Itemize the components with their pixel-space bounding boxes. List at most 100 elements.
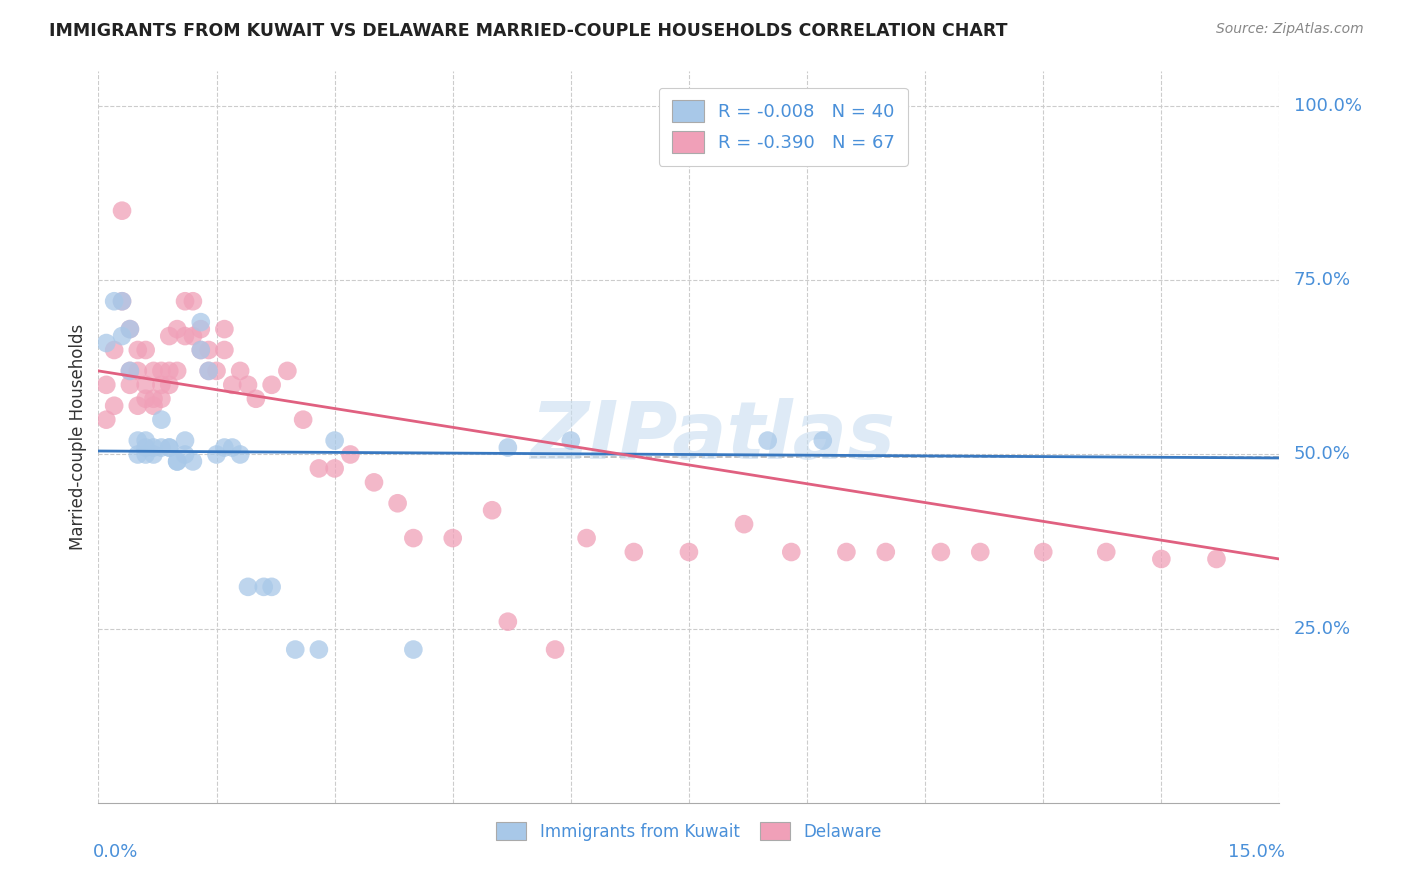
Point: [197, 364, 219, 378]
Point: [96, 377, 118, 392]
Point: [157, 364, 180, 378]
Point: [308, 642, 330, 657]
Point: [929, 545, 952, 559]
Point: [221, 441, 243, 455]
Point: [150, 392, 173, 406]
Point: [111, 294, 134, 309]
Point: [174, 448, 197, 462]
Text: 15.0%: 15.0%: [1229, 843, 1285, 861]
Point: [214, 441, 236, 455]
Text: 25.0%: 25.0%: [1294, 620, 1351, 638]
Point: [174, 294, 197, 309]
Point: [142, 364, 165, 378]
Point: [544, 642, 567, 657]
Point: [481, 503, 503, 517]
Point: [111, 329, 134, 343]
Point: [181, 294, 204, 309]
Point: [363, 475, 385, 490]
Point: [733, 517, 755, 532]
Point: [205, 448, 228, 462]
Point: [875, 545, 897, 559]
Point: [127, 448, 149, 462]
Point: [835, 545, 858, 559]
Text: 50.0%: 50.0%: [1294, 445, 1351, 464]
Point: [205, 364, 228, 378]
Point: [229, 448, 252, 462]
Point: [678, 545, 700, 559]
Point: [142, 448, 165, 462]
Point: [142, 441, 165, 455]
Point: [157, 441, 180, 455]
Point: [166, 454, 188, 468]
Point: [245, 392, 267, 406]
Point: [292, 412, 315, 426]
Point: [127, 364, 149, 378]
Point: [135, 377, 157, 392]
Point: [236, 377, 259, 392]
Point: [190, 322, 212, 336]
Point: [96, 336, 118, 351]
Point: [118, 364, 141, 378]
Point: [575, 531, 598, 545]
Point: [174, 329, 197, 343]
Point: [402, 531, 425, 545]
Point: [118, 322, 141, 336]
Point: [969, 545, 991, 559]
Point: [150, 412, 173, 426]
Point: [190, 343, 212, 357]
Point: [496, 615, 519, 629]
Point: [1150, 552, 1173, 566]
Point: [623, 545, 645, 559]
Point: [181, 329, 204, 343]
Point: [111, 294, 134, 309]
Point: [96, 412, 118, 426]
Point: [135, 448, 157, 462]
Point: [157, 329, 180, 343]
Point: [221, 377, 243, 392]
Point: [135, 392, 157, 406]
Point: [236, 580, 259, 594]
Point: [127, 399, 149, 413]
Point: [157, 377, 180, 392]
Point: [276, 364, 298, 378]
Point: [118, 377, 141, 392]
Point: [135, 441, 157, 455]
Text: 75.0%: 75.0%: [1294, 271, 1351, 289]
Point: [150, 377, 173, 392]
Point: [1205, 552, 1227, 566]
Point: [811, 434, 834, 448]
Point: [190, 315, 212, 329]
Point: [387, 496, 409, 510]
Point: [756, 434, 779, 448]
Point: [284, 642, 307, 657]
Point: [197, 343, 219, 357]
Text: 100.0%: 100.0%: [1294, 97, 1361, 115]
Point: [181, 454, 204, 468]
Point: [260, 377, 283, 392]
Point: [135, 434, 157, 448]
Point: [150, 441, 173, 455]
Point: [118, 364, 141, 378]
Text: IMMIGRANTS FROM KUWAIT VS DELAWARE MARRIED-COUPLE HOUSEHOLDS CORRELATION CHART: IMMIGRANTS FROM KUWAIT VS DELAWARE MARRI…: [49, 22, 1008, 40]
Point: [166, 322, 188, 336]
Text: Source: ZipAtlas.com: Source: ZipAtlas.com: [1216, 22, 1364, 37]
Point: [496, 441, 519, 455]
Point: [560, 434, 582, 448]
Point: [190, 343, 212, 357]
Point: [142, 399, 165, 413]
Point: [166, 454, 188, 468]
Point: [214, 343, 236, 357]
Y-axis label: Married-couple Households: Married-couple Households: [69, 324, 87, 550]
Point: [157, 441, 180, 455]
Point: [103, 294, 125, 309]
Text: 0.0%: 0.0%: [93, 843, 138, 861]
Point: [1095, 545, 1118, 559]
Point: [260, 580, 283, 594]
Point: [323, 461, 346, 475]
Point: [402, 642, 425, 657]
Point: [339, 448, 361, 462]
Point: [780, 545, 803, 559]
Point: [229, 364, 252, 378]
Point: [127, 434, 149, 448]
Point: [323, 434, 346, 448]
